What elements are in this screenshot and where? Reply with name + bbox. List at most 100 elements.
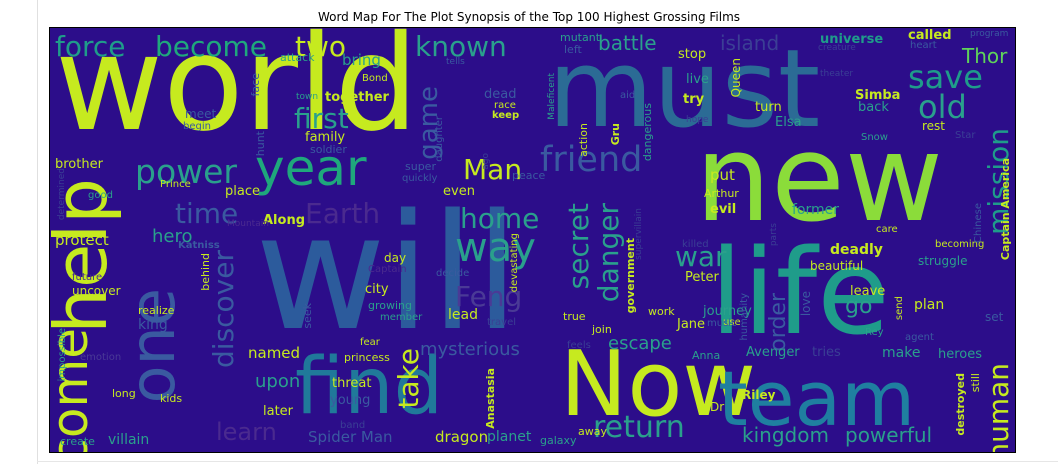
- cloud-word: make: [882, 345, 921, 361]
- cloud-word: battle: [598, 31, 657, 55]
- cloud-word: join: [592, 323, 612, 336]
- cloud-word: escape: [608, 333, 672, 354]
- cloud-word: Earth: [305, 197, 381, 230]
- cloud-word: day: [384, 251, 407, 265]
- cloud-word: decide: [436, 268, 470, 279]
- cloud-word: struggle: [918, 254, 968, 268]
- cloud-word: Anastasia: [484, 368, 497, 429]
- cloud-word: named: [248, 344, 301, 362]
- cloud-word: war: [675, 240, 727, 273]
- cloud-word: parts: [769, 223, 779, 247]
- output-divider: [37, 461, 1058, 462]
- cloud-word: upon: [255, 371, 301, 392]
- cloud-word: bring: [342, 51, 381, 69]
- cloud-word: lead: [448, 307, 478, 323]
- cloud-word: island: [720, 31, 780, 55]
- cloud-word: Anna: [692, 349, 721, 362]
- cloud-word: Simba: [855, 88, 901, 103]
- cloud-word: creature: [818, 43, 856, 53]
- cloud-word: kids: [160, 392, 183, 405]
- cloud-word: soldier: [310, 143, 347, 156]
- cloud-word: new: [695, 110, 944, 249]
- cloud-word: villain: [108, 432, 150, 448]
- cloud-word: home: [460, 202, 540, 235]
- cloud-word: set: [985, 310, 1004, 324]
- cloud-word: Riley: [742, 388, 776, 402]
- cloud-word: mutant: [560, 31, 601, 44]
- cloud-word: secret: [562, 203, 595, 290]
- cloud-word: kingdom: [742, 423, 829, 447]
- cloud-word: music: [707, 318, 737, 329]
- cloud-word: former: [792, 202, 840, 218]
- cloud-word: keep: [492, 110, 520, 121]
- cloud-word: Jane: [677, 317, 706, 332]
- cloud-word: Captain America: [999, 158, 1012, 261]
- cloud-word: Arthur: [704, 187, 739, 200]
- cloud-word: family: [305, 130, 346, 145]
- cloud-word: seek: [301, 303, 314, 329]
- cloud-word: friend: [540, 140, 643, 180]
- cloud-word: rest: [922, 119, 946, 133]
- cloud-word: impossible: [57, 328, 68, 382]
- cloud-word: Captain: [368, 264, 407, 275]
- cloud-word: hope: [686, 115, 709, 125]
- cloud-word: begin: [183, 121, 211, 132]
- cloud-word: Prince: [160, 179, 191, 190]
- cloud-word: town: [296, 92, 319, 102]
- cloud-word: true: [563, 310, 586, 323]
- cloud-word: dangerous: [641, 103, 654, 162]
- cloud-word: order: [766, 293, 791, 352]
- cloud-word: place: [225, 184, 260, 199]
- cloud-word: hero: [152, 226, 193, 247]
- cloud-word: tells: [446, 57, 465, 67]
- cloud-word: long: [112, 387, 136, 400]
- cloud-word: learn: [216, 418, 277, 446]
- cloud-word: threat: [332, 376, 372, 391]
- cloud-word: create: [60, 435, 95, 448]
- cloud-word: heroes: [938, 347, 983, 362]
- cloud-word: together: [325, 90, 389, 105]
- cloud-word: human: [982, 363, 1015, 452]
- cloud-word: put: [710, 166, 735, 184]
- cloud-word: Avenger: [746, 345, 800, 360]
- cloud-word: Maleficent: [547, 73, 557, 120]
- cloud-word: realize: [138, 304, 175, 317]
- cloud-word: city: [365, 282, 389, 297]
- cloud-word: year: [255, 139, 367, 197]
- cloud-word: return: [593, 410, 685, 445]
- cloud-word: killed: [682, 239, 709, 250]
- cloud-word: later: [263, 404, 294, 419]
- cloud-word: use: [723, 317, 741, 328]
- cloud-word: planet: [487, 429, 532, 445]
- cloud-word: called: [908, 28, 952, 43]
- cloud-word: destroyed: [954, 373, 967, 436]
- cloud-word: aid: [620, 90, 636, 101]
- cloud-word: Queen: [729, 58, 743, 98]
- cloud-word: live: [686, 72, 709, 87]
- cloud-word: evil: [710, 202, 737, 217]
- cloud-word: band: [340, 420, 366, 431]
- cloud-word: peace: [512, 169, 546, 182]
- cloud-word: attack: [280, 51, 315, 64]
- cloud-word: find: [295, 342, 444, 432]
- cloud-word: powerful: [845, 423, 933, 447]
- figure-title: Word Map For The Plot Synopsis of the To…: [317, 10, 741, 24]
- cloud-word: Star: [955, 130, 976, 141]
- cloud-word: old: [918, 88, 967, 126]
- cloud-word: young: [330, 393, 371, 408]
- cloud-word: world: [55, 28, 419, 161]
- cloud-word: become: [155, 30, 268, 63]
- cloud-word: danger: [592, 203, 625, 303]
- cloud-word: love: [799, 291, 813, 317]
- cloud-word: supervillain: [634, 208, 644, 260]
- cloud-word: brother: [55, 157, 103, 172]
- cloud-word: humanity: [739, 293, 750, 341]
- cloud-word: away: [578, 425, 607, 438]
- cloud-word: heart: [910, 40, 937, 51]
- cloud-word: send: [894, 296, 905, 321]
- cloud-word: princess: [344, 351, 390, 364]
- cloud-word: universe: [820, 32, 884, 47]
- cloud-word: quickly: [402, 173, 438, 184]
- cloud-word: Peter: [685, 270, 719, 285]
- cloud-word: Katniss: [178, 240, 220, 251]
